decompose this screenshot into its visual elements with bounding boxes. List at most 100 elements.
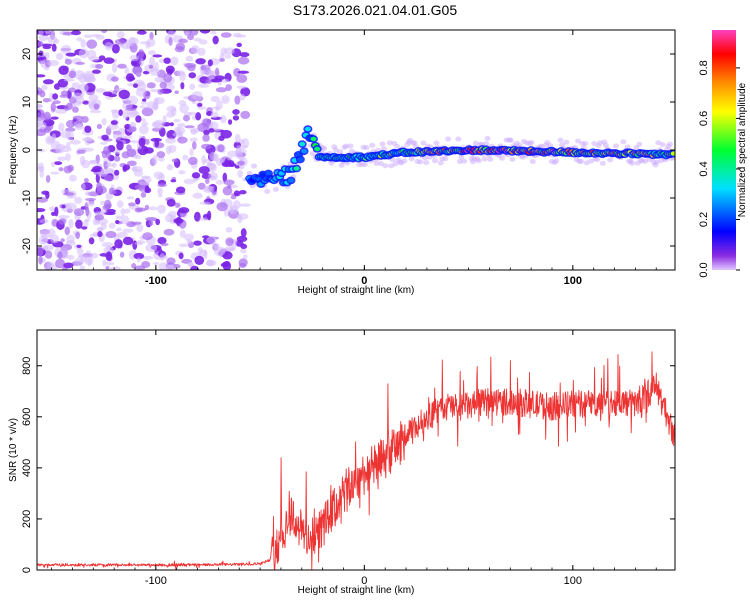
noise-blob — [44, 66, 50, 71]
noise-blob — [37, 246, 44, 257]
noise-blob — [201, 143, 212, 150]
noise-blob — [139, 105, 146, 109]
ridge-halo — [483, 141, 490, 147]
noise-blob — [191, 45, 200, 54]
noise-blob — [153, 171, 165, 180]
noise-blob — [108, 187, 115, 195]
noise-blob — [45, 174, 51, 183]
noise-blob — [131, 263, 137, 269]
y-tick-label: 0 — [21, 567, 33, 573]
noise-blob — [103, 174, 114, 182]
snr-line-layer — [37, 351, 675, 570]
noise-blob — [122, 228, 134, 233]
noise-blob — [138, 137, 146, 147]
noise-blob — [203, 158, 212, 164]
ridge-halo — [607, 157, 614, 163]
noise-blob — [46, 228, 56, 236]
noise-blob — [197, 122, 209, 133]
noise-blob — [173, 126, 186, 135]
noise-blob — [227, 184, 232, 189]
noise-blob — [65, 153, 71, 162]
noise-blob — [220, 262, 229, 268]
noise-blob — [102, 204, 111, 210]
noise-blob — [131, 66, 143, 76]
y-tick-label: 0 — [21, 147, 33, 153]
noise-blob — [194, 211, 201, 222]
noise-blob — [190, 127, 201, 134]
noise-blob — [81, 226, 88, 230]
noise-blob — [222, 172, 228, 183]
ridge-halo — [481, 156, 488, 162]
noise-blob — [166, 257, 176, 265]
noise-blob — [51, 43, 57, 52]
noise-blob — [44, 30, 52, 35]
noise-blob — [146, 82, 156, 89]
noise-blob — [37, 103, 44, 109]
noise-blob — [47, 136, 56, 143]
noise-blob — [177, 136, 188, 144]
noise-blob — [105, 251, 113, 262]
noise-blob — [88, 237, 95, 245]
ridge-halo — [251, 163, 258, 169]
noise-blob — [56, 148, 64, 154]
noise-blob — [111, 43, 120, 54]
noise-blob — [187, 261, 195, 267]
noise-blob — [55, 258, 66, 269]
noise-blob — [39, 218, 49, 224]
noise-blob — [78, 83, 89, 93]
noise-blob — [74, 196, 83, 204]
noise-blob — [174, 46, 185, 53]
noise-blob — [171, 158, 179, 163]
noise-blob — [37, 129, 47, 137]
noise-blob — [155, 218, 161, 226]
noise-blob — [144, 185, 150, 193]
noise-blob — [120, 215, 130, 225]
noise-blob — [173, 118, 181, 123]
noise-blob — [149, 68, 161, 76]
noise-blob — [87, 191, 100, 197]
noise-blob — [158, 193, 163, 198]
noise-blob — [166, 198, 176, 207]
noise-blob — [88, 94, 99, 101]
noise-blob — [58, 218, 67, 225]
noise-blob — [148, 220, 154, 227]
noise-blob — [141, 121, 149, 127]
noise-blob — [50, 171, 60, 175]
noise-blob — [126, 95, 138, 105]
noise-blob — [72, 92, 83, 100]
noise-blob — [226, 150, 238, 158]
noise-blob — [199, 30, 211, 34]
snr-series-line — [37, 351, 675, 570]
noise-blob — [157, 88, 164, 95]
snr-ylabel: SNR (10 * v/v) — [8, 418, 19, 482]
noise-blob — [134, 154, 142, 160]
noise-blob — [68, 70, 77, 79]
noise-blob — [165, 145, 172, 155]
ridge-halo — [509, 156, 516, 162]
ridge-halo — [347, 143, 354, 149]
noise-blob — [108, 222, 116, 229]
noise-blob — [148, 206, 158, 211]
noise-blob — [90, 168, 102, 173]
noise-blob — [240, 243, 248, 249]
noise-blob — [234, 95, 241, 105]
noise-blob — [142, 255, 154, 260]
noise-blob — [61, 44, 72, 55]
x-tick-label: 100 — [564, 575, 582, 587]
noise-blob — [37, 87, 43, 96]
noise-blob — [44, 250, 53, 259]
noise-blob — [223, 179, 235, 186]
ridge-halo — [401, 158, 408, 164]
noise-blob — [132, 83, 139, 88]
noise-blob — [127, 160, 137, 167]
noise-blob — [197, 103, 203, 107]
noise-blob — [210, 96, 220, 103]
noise-blob — [239, 93, 246, 101]
ridge-core — [310, 136, 317, 142]
noise-blob — [75, 119, 83, 124]
ridge-halo — [417, 159, 424, 165]
noise-blob — [189, 83, 196, 91]
noise-blob — [218, 135, 225, 141]
noise-blob — [189, 30, 199, 36]
ridge-halo — [321, 145, 328, 151]
